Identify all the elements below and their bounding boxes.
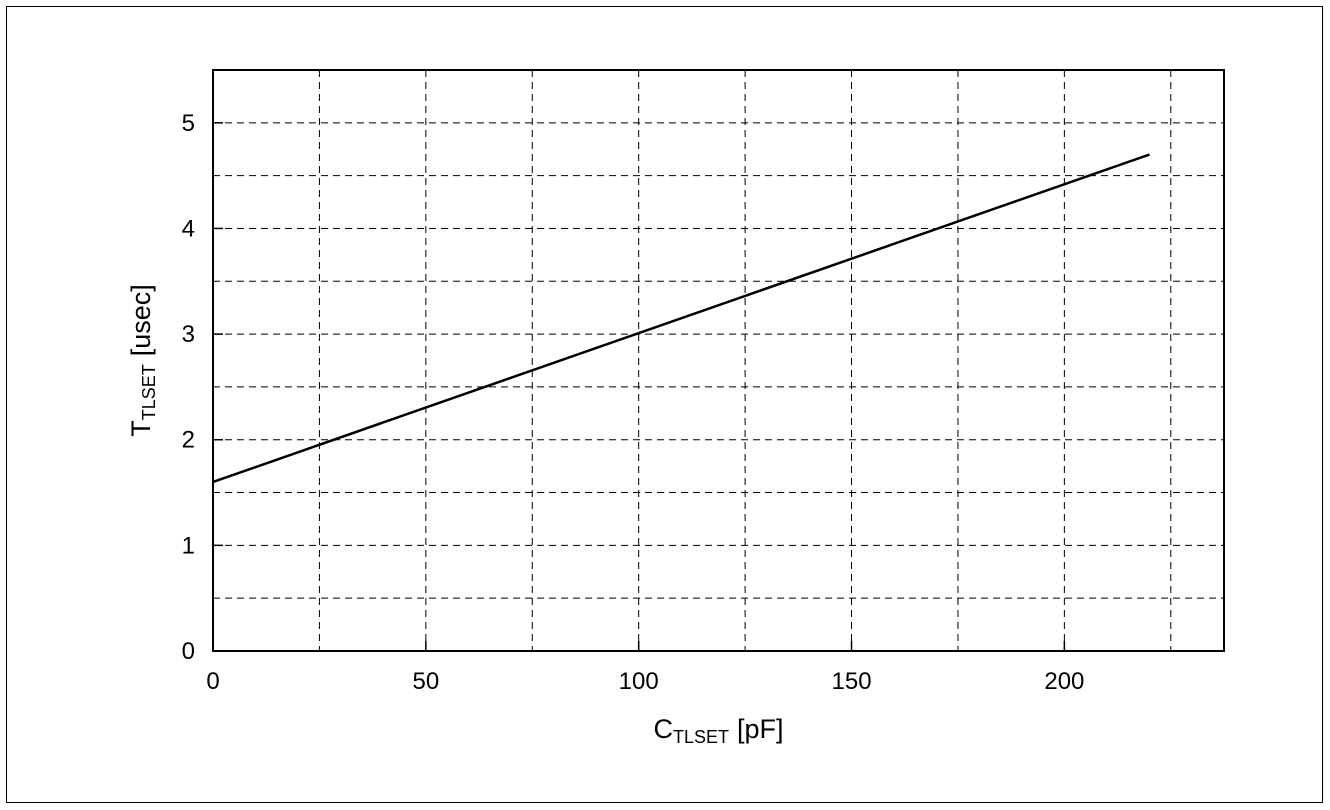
figure-frame — [6, 6, 1323, 803]
x-tick-label: 0 — [206, 668, 219, 695]
x-axis-title-unit: [pF] — [737, 714, 784, 744]
axis-ticks: 0 50 100 150 200 0 1 2 3 4 5 — [182, 110, 1085, 695]
x-tick-label: 50 — [412, 668, 439, 695]
x-axis-title-main: C — [653, 714, 673, 744]
y-tick-label: 5 — [182, 110, 195, 137]
y-tick-label: 0 — [182, 638, 195, 665]
x-tick-label: 150 — [832, 668, 872, 695]
series-layer — [212, 153, 1150, 484]
x-axis-title-subscript: TLSET — [673, 727, 729, 747]
series-line — [212, 153, 1150, 484]
y-tick-label: 1 — [182, 532, 195, 559]
y-axis-title-unit: [usec] — [126, 284, 156, 356]
y-tick-label: 2 — [182, 427, 195, 454]
grid — [213, 70, 1224, 651]
y-axis-title-subscript: TLSET — [139, 364, 159, 420]
y-axis-title: TTLSET [usec] — [126, 284, 159, 437]
y-tick-label: 3 — [182, 321, 195, 348]
y-axis-title-main: T — [126, 420, 156, 437]
y-tick-label: 4 — [182, 215, 195, 242]
plot-area — [212, 69, 1225, 652]
x-tick-label: 100 — [619, 668, 659, 695]
x-axis-title: CTLSET [pF] — [653, 714, 783, 747]
x-tick-label: 200 — [1044, 668, 1084, 695]
